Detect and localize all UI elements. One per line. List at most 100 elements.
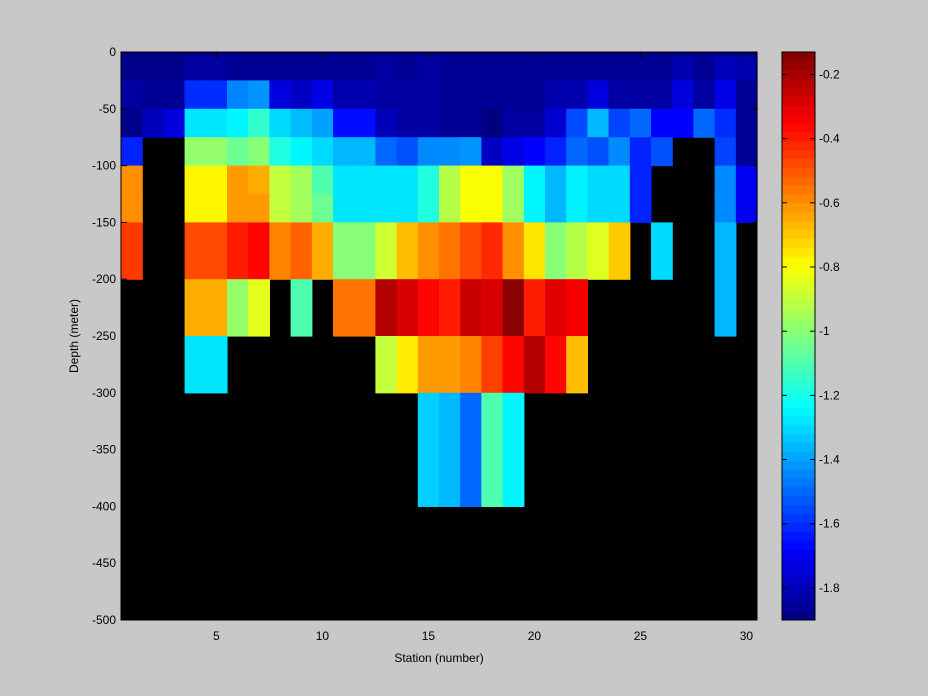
heatmap-cell <box>396 194 419 223</box>
heatmap-cell <box>269 137 292 167</box>
heatmap-cell <box>184 279 207 337</box>
colorbar-strip <box>782 495 815 506</box>
colorbar-ticks: -0.2 -0.4 -0.6 -0.8 -1 -1.2 -1.4 -1.6 -1.8 <box>782 67 840 595</box>
heatmap-cell <box>269 56 292 81</box>
heatmap-cell <box>375 279 398 337</box>
heatmap-cell <box>269 194 292 223</box>
heatmap-cell <box>608 80 631 110</box>
heatmap-cell <box>735 56 758 81</box>
y-tick-label: -200 <box>92 272 116 286</box>
heatmap-cell <box>502 222 525 280</box>
heatmap-cell <box>417 194 440 223</box>
y-tick-label: -150 <box>92 215 116 229</box>
heatmap-cell <box>227 222 249 280</box>
colorbar-strip <box>782 540 815 550</box>
heatmap-cell <box>396 336 419 394</box>
heatmap-cell <box>608 137 631 167</box>
colorbar: -0.2 -0.4 -0.6 -0.8 -1 -1.2 -1.4 -1.6 -1.8 <box>781 51 840 621</box>
colorbar-strip <box>782 407 815 417</box>
heatmap-cell <box>523 165 546 195</box>
colorbar-strip <box>782 300 815 310</box>
heatmap-cell <box>439 222 461 280</box>
heatmap-cell <box>439 108 461 138</box>
heatmap-cell <box>481 52 504 58</box>
colorbar-strip <box>782 371 815 381</box>
colorbar-strip <box>782 220 815 230</box>
colorbar-tick-label: -1.4 <box>819 453 840 467</box>
heatmap-cell <box>545 137 567 167</box>
heatmap-cell <box>693 56 716 81</box>
heatmap-cell <box>651 80 673 110</box>
heatmap-cell <box>735 137 758 167</box>
heatmap-cell <box>227 108 249 138</box>
heatmap-cell <box>163 56 186 81</box>
heatmap-cell <box>163 108 186 138</box>
heatmap-cell <box>121 165 143 195</box>
heatmap-cell <box>460 222 482 280</box>
heatmap-cell <box>460 194 482 223</box>
heatmap-cell <box>396 222 419 280</box>
heatmap-cell <box>290 56 313 81</box>
heatmap-cell <box>163 80 186 110</box>
heatmap-cell <box>142 80 164 110</box>
heatmap-cell <box>735 194 758 223</box>
heatmap-cell <box>481 194 504 223</box>
heatmap-cell <box>375 222 398 280</box>
heatmap-cell <box>439 279 461 337</box>
x-tick-label: 25 <box>634 629 648 643</box>
heatmap-cell <box>693 80 716 110</box>
colorbar-strip <box>782 442 815 452</box>
heatmap-cell <box>481 279 504 337</box>
colorbar-strip <box>782 167 815 177</box>
colorbar-strip <box>782 229 815 239</box>
colorbar-tick-label: -1 <box>819 324 830 338</box>
heatmap-cell <box>375 80 398 110</box>
colorbar-strip <box>782 52 815 62</box>
heatmap-cell <box>714 194 737 223</box>
heatmap-cell <box>248 194 270 223</box>
heatmap-cell <box>714 165 737 195</box>
heatmap-cell <box>311 194 334 223</box>
heatmap-cell <box>566 222 588 280</box>
colorbar-strip <box>782 460 815 470</box>
heatmap-cell <box>566 137 588 167</box>
heatmap-cell <box>163 52 186 58</box>
colorbar-strip <box>782 566 815 577</box>
colorbar-strip <box>782 469 815 479</box>
heatmap-cell <box>290 52 313 58</box>
heatmap-cell <box>439 80 461 110</box>
colorbar-frame <box>781 51 816 621</box>
heatmap-cell <box>523 137 546 167</box>
heatmap-cell <box>651 222 673 280</box>
heatmap-cell <box>417 56 440 81</box>
heatmap-cell <box>333 279 355 337</box>
colorbar-tick-label: -0.4 <box>819 132 840 146</box>
colorbar-strip <box>782 557 815 568</box>
colorbar-strip <box>782 140 815 151</box>
x-tick-label: 10 <box>316 629 330 643</box>
heatmap-cell <box>184 194 207 223</box>
heatmap-cell <box>587 52 610 58</box>
heatmap-cell <box>460 137 482 167</box>
heatmap-cell <box>311 137 334 167</box>
heatmap-cell <box>417 80 440 110</box>
heatmap-cell <box>460 52 482 58</box>
heatmap-cell <box>587 222 610 280</box>
heatmap-cell <box>629 137 652 167</box>
heatmap-cell <box>502 80 525 110</box>
heatmap-cell <box>375 165 398 195</box>
heatmap-cell <box>205 56 228 81</box>
heatmap-cell <box>375 108 398 138</box>
y-tick-label: -50 <box>99 102 117 116</box>
heatmap-cell <box>333 80 355 110</box>
heatmap-cell <box>523 194 546 223</box>
heatmap-cell <box>417 336 440 394</box>
heatmap-cell <box>290 222 313 280</box>
colorbar-strip <box>782 522 815 532</box>
heatmap-cell <box>396 137 419 167</box>
heatmap-cell <box>672 108 694 138</box>
heatmap-cell <box>205 80 228 110</box>
x-tick-label: 30 <box>740 629 754 643</box>
heatmap-cell <box>502 392 525 507</box>
heatmap-cell <box>121 52 143 58</box>
